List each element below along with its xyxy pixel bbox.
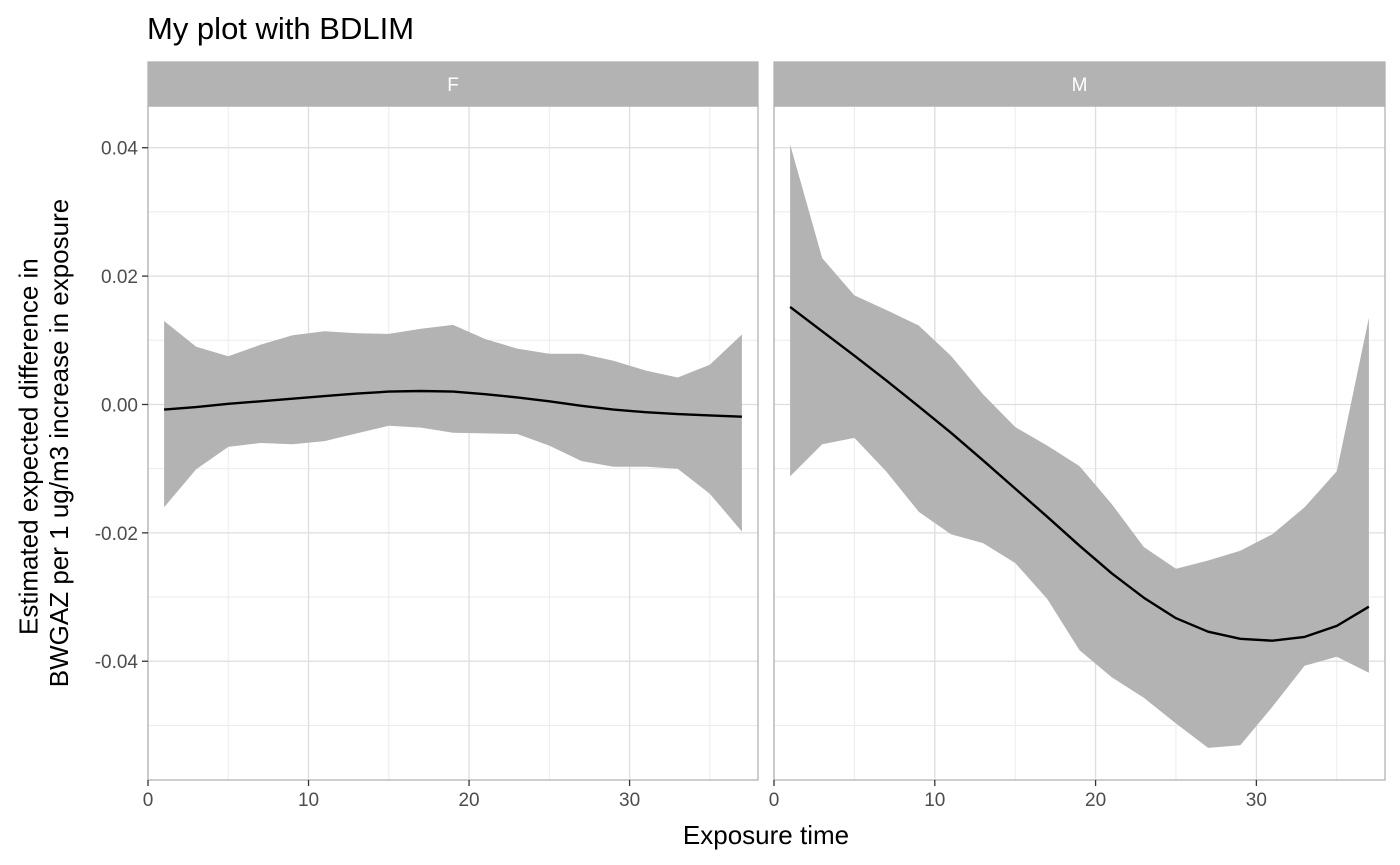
facet-strip-f	[147, 61, 759, 107]
y-axis-title: Estimated expected difference in BWGAZ p…	[13, 199, 74, 687]
x-axis-m: 0 10 20 30	[769, 780, 1267, 811]
facet-strip-label-m: M	[1072, 75, 1088, 96]
x-tick-label: 10	[924, 790, 945, 811]
estimate-line-f	[164, 389, 742, 418]
facet-panel-f: F	[147, 61, 759, 781]
x-tick-label: 10	[298, 790, 319, 811]
facet-panel-m: M	[773, 61, 1386, 781]
x-axes: 0 10 20 30 0 10 20 30	[143, 780, 1267, 811]
x-axis-title: Exposure time	[683, 820, 849, 850]
x-tick-label: 0	[769, 790, 780, 811]
ci-ribbon-m	[790, 144, 1369, 748]
x-tick-label: 30	[1246, 790, 1267, 811]
x-tick-label: 30	[619, 790, 640, 811]
x-tick-label: 0	[143, 790, 154, 811]
estimate-line-m	[789, 305, 1370, 642]
y-axis-title-line-1: Estimated expected difference in	[13, 258, 43, 635]
y-axis: 0.04 0.02 0.00 -0.02 -0.04	[95, 139, 148, 673]
x-tick-label: 20	[458, 790, 479, 811]
facet-strip-m	[773, 61, 1386, 107]
y-axis-title-line-2: BWGAZ per 1 ug/m3 increase in exposure	[44, 199, 74, 687]
y-tick-label: 0.02	[101, 267, 138, 288]
y-tick-label: 0.00	[101, 395, 138, 416]
chart-title: My plot with BDLIM	[147, 11, 414, 46]
x-tick-label: 20	[1085, 790, 1106, 811]
ci-ribbon-f	[164, 321, 742, 532]
y-tick-label: 0.04	[101, 139, 138, 160]
facet-strip-label-f: F	[447, 75, 459, 96]
y-tick-label: -0.04	[95, 652, 139, 673]
y-tick-label: -0.02	[95, 524, 138, 545]
x-axis-f: 0 10 20 30	[143, 780, 640, 811]
